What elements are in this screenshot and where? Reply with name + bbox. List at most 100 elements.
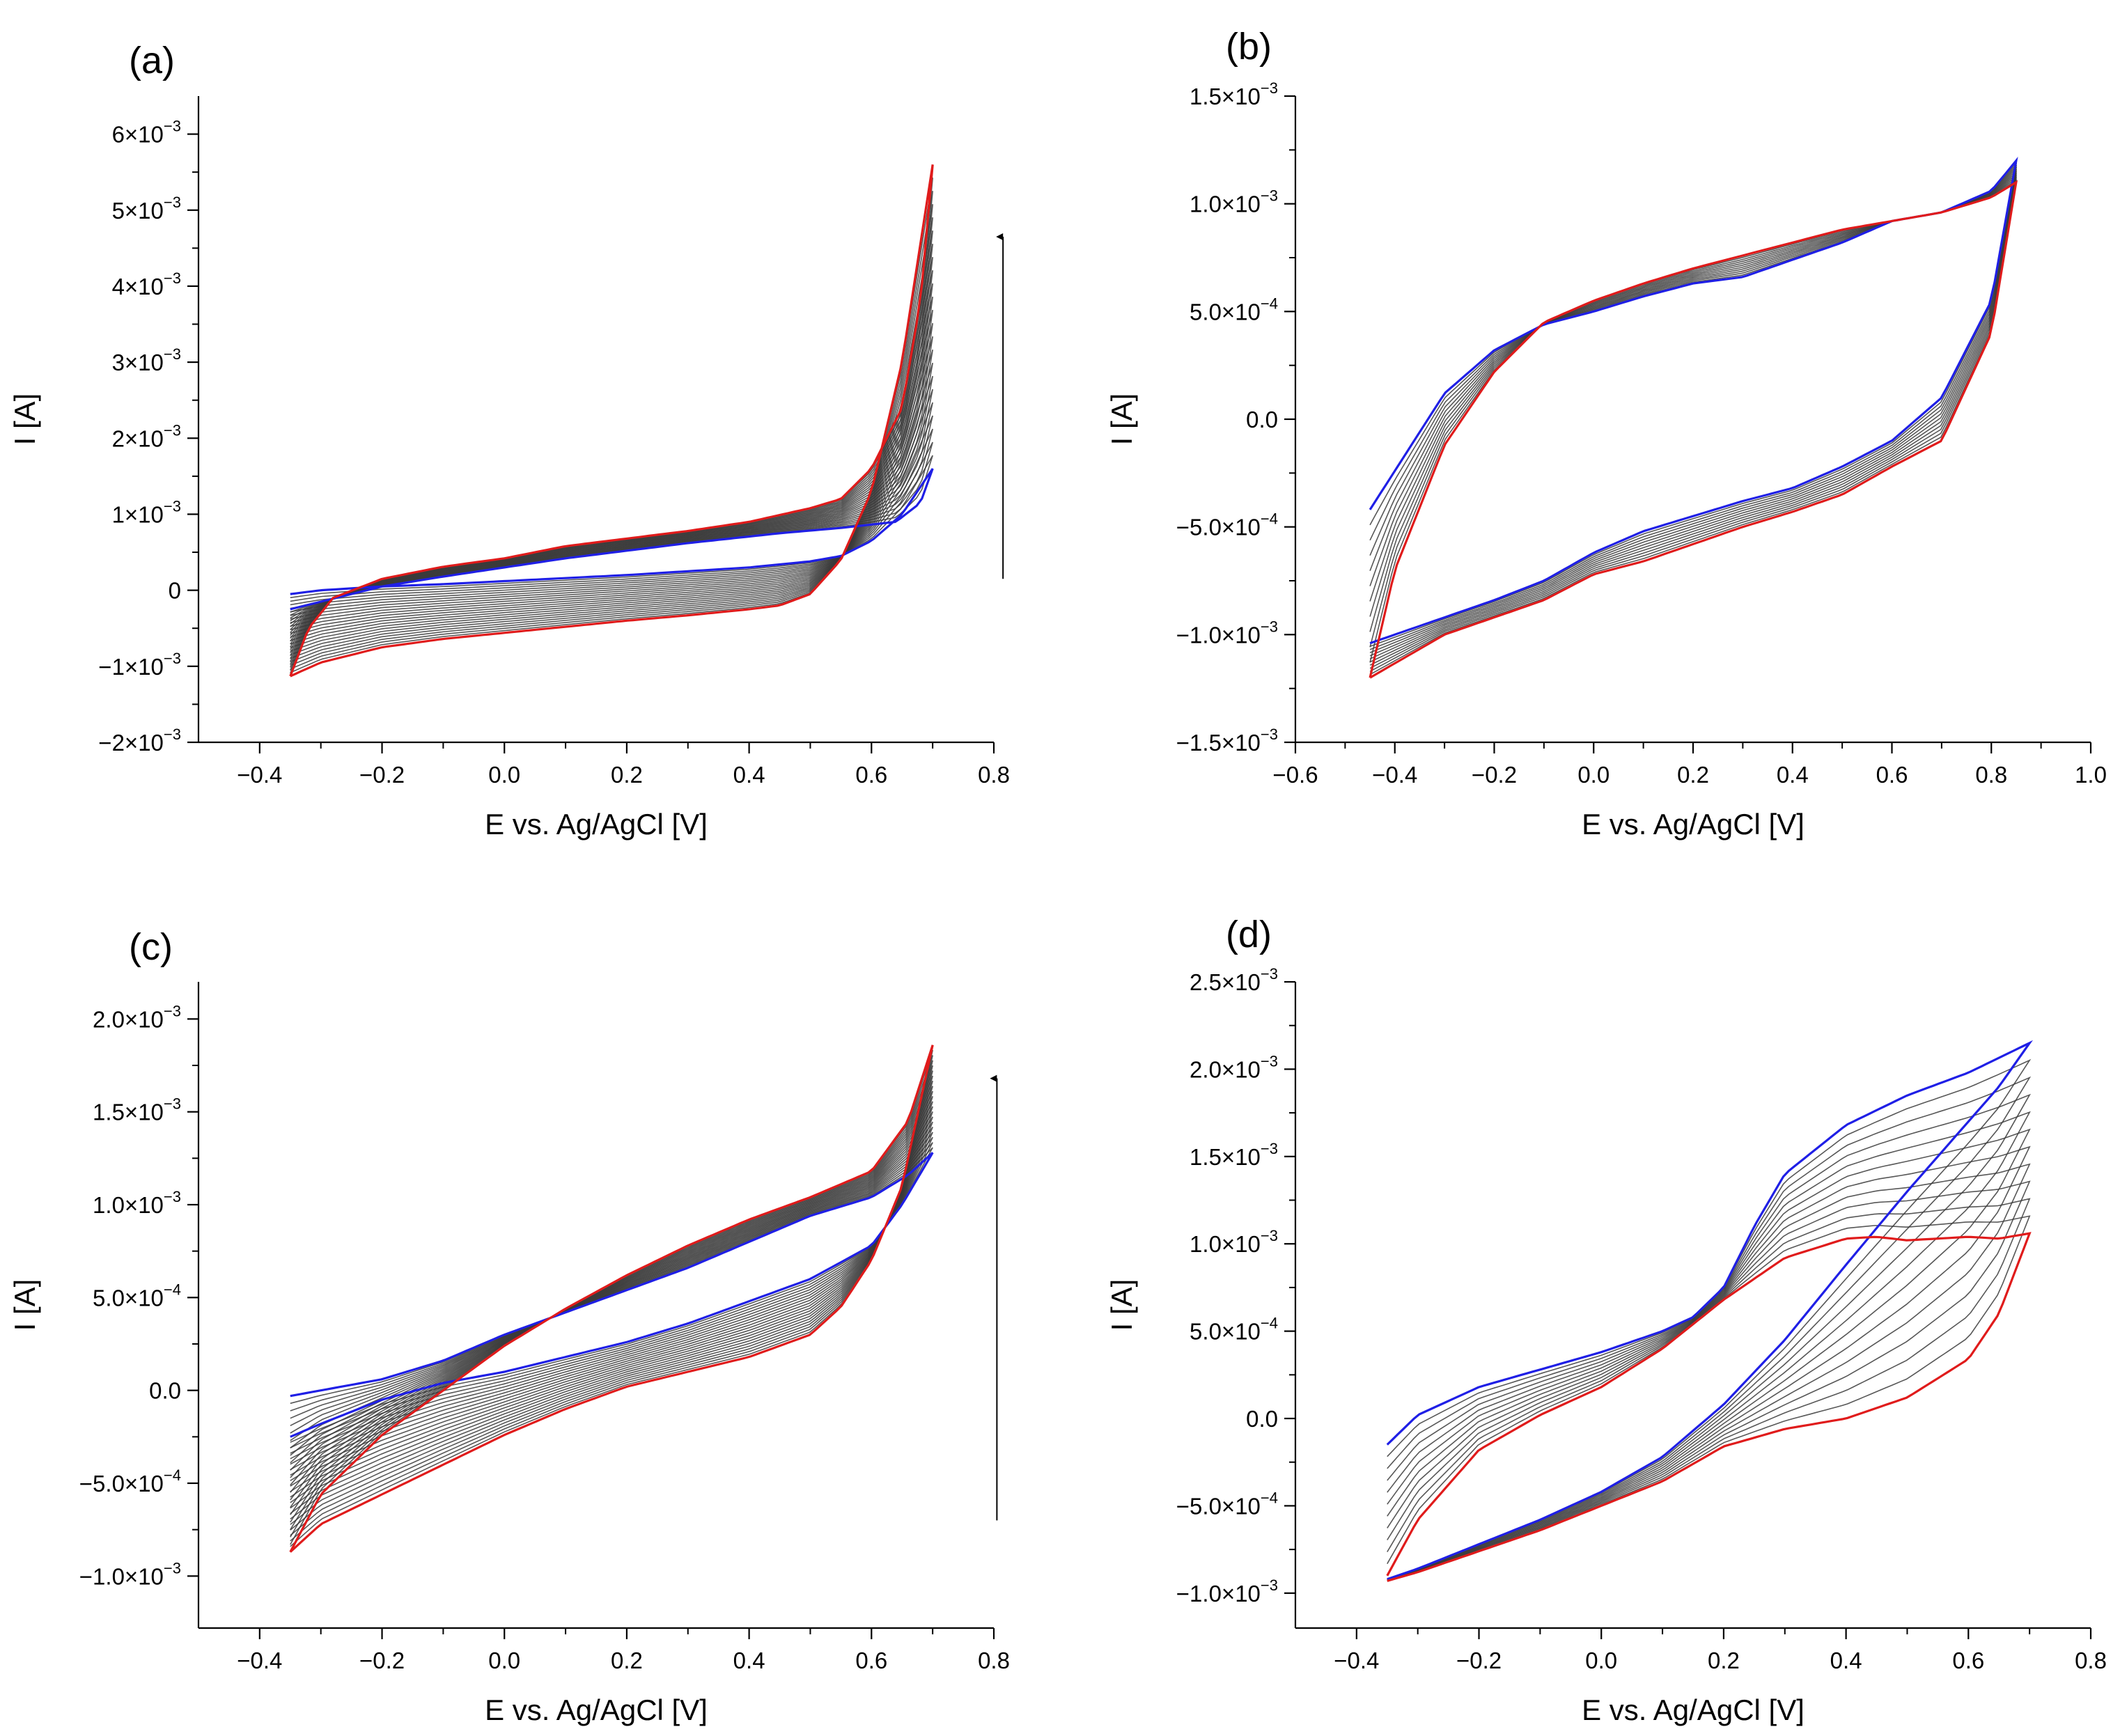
panel-d-x-tick-label: 0.2 [1708,1648,1740,1673]
panel-d-label: (d) [1226,914,1272,955]
chart-panel-b: (b) −0.6 −0.4 −0.2 0.0 0.2 0.4 0.6 0.8 1.0 −1.5×10… [1105,26,2107,840]
panel-b-cycle-7 [1369,171,2018,663]
panel-b-y-tick-label: −1.0×10−3 [1176,618,1278,648]
panel-a-x-tick-label: −0.4 [237,762,282,788]
chart-panel-a: (a) −0.4 −0.2 0.0 0.2 0.4 0.6 0.8 −2×10−3 −1×10−3… [8,40,1010,840]
panel-b-cycle-11 [1369,179,2017,675]
panel-a-first-cycle [290,468,934,611]
panel-d-axes: −0.4 −0.2 0.0 0.2 0.4 0.6 0.8 −1.0×10−3 −5.0×10−… [1176,965,2107,1673]
panel-a-y-tick-label: 3×10−3 [112,345,181,375]
panel-a-cycle-15 [290,283,933,650]
panel-c-x-tick-label: 0.0 [488,1648,520,1673]
panel-d-x-tick-label: −0.2 [1456,1648,1502,1673]
panel-b-first-cycle [1369,157,2018,645]
panel-a-cycle-6 [290,402,933,625]
panel-b-x-tick-label: 0.8 [1975,762,2007,788]
panel-c-y-axis-title: I [A] [8,1279,41,1331]
panel-a-y-axis-title: I [A] [8,393,41,446]
panel-b-y-axis-title: I [A] [1105,393,1138,446]
panel-c-x-tick-label: 0.8 [978,1648,1010,1673]
panel-a-cycle-10 [290,349,933,636]
panel-d-y-tick-label: 1.5×10−3 [1190,1140,1278,1170]
panel-c-y-tick-label: 1.5×10−3 [93,1095,181,1125]
panel-a-y-tick-label: −2×10−3 [98,726,181,756]
panel-d-y-tick-label: −1.0×10−3 [1176,1577,1278,1606]
panel-d-y-tick-label: 0.0 [1246,1406,1278,1432]
panel-a-cycle-2 [290,455,933,613]
panel-c-last-cycle [289,1045,934,1553]
panel-d-last-cycle [1386,1232,2032,1582]
panel-c-curves [289,1045,934,1553]
panel-b-cycle-4 [1369,164,2018,653]
panel-a-x-tick-label: 0.2 [611,762,643,788]
panel-b-x-tick-label: −0.2 [1472,762,1517,788]
panel-b-y-tick-label: 5.0×10−4 [1190,295,1278,324]
panel-b-cycle-8 [1369,173,2018,666]
panel-c-y-tick-label: 5.0×10−4 [93,1281,181,1311]
panel-a-cycle-11 [290,336,933,639]
panel-b-x-tick-label: −0.4 [1372,762,1417,788]
panel-a-last-cycle [289,164,934,678]
panel-b-x-tick-label: 0.4 [1777,762,1809,788]
panel-a-y-tick-label: 0 [169,578,181,604]
panel-b-y-tick-label: 1.0×10−3 [1190,187,1278,217]
panel-d-x-tick-label: 0.0 [1585,1648,1617,1673]
panel-a-cycle-9 [290,362,933,633]
panel-d-x-axis-title: E vs. Ag/AgCl [V] [1582,1694,1805,1726]
panel-a-x-tick-label: 0.4 [733,762,765,788]
panel-b-x-tick-label: 1.0 [2075,762,2107,788]
panel-a-axes: −0.4 −0.2 0.0 0.2 0.4 0.6 0.8 −2×10−3 −1×10−3 0 1×… [98,96,1010,788]
panel-b-cycle-9 [1369,175,2018,669]
panel-b-x-tick-label: −0.6 [1272,762,1318,788]
panel-a-y-tick-label: −1×10−3 [98,650,181,680]
panel-a-x-tick-label: 0.6 [855,762,887,788]
panel-d-y-tick-label: 2.0×10−3 [1190,1052,1278,1082]
panel-d-x-tick-label: 0.6 [1952,1648,1984,1673]
panel-c-x-tick-label: 0.4 [733,1648,765,1673]
panel-b-last-cycle [1369,180,2018,679]
panel-d-cycle-3 [1387,1076,2032,1580]
panel-d-cycle-2 [1387,1058,2032,1580]
panel-a-x-tick-label: 0.0 [488,762,520,788]
panel-b-label: (b) [1226,26,1272,68]
chart-panel-d: (d) −0.4 −0.2 0.0 0.2 0.4 0.6 0.8 −1.0×10−3 −5.0×… [1105,914,2107,1726]
panel-c-y-tick-label: 1.0×10−3 [93,1188,181,1218]
panel-b-y-tick-label: −1.5×10−3 [1176,726,1278,756]
panel-b-x-axis-title: E vs. Ag/AgCl [V] [1582,808,1805,840]
panel-b-cycle-3 [1369,162,2018,650]
panel-c-x-tick-label: 0.2 [611,1648,643,1673]
panel-a-curves [289,164,934,678]
panel-a-x-axis-title: E vs. Ag/AgCl [V] [485,808,708,840]
panel-a-y-tick-label: 1×10−3 [112,497,181,527]
panel-d-cycle-4 [1387,1093,2032,1581]
panel-b-x-tick-label: 0.6 [1876,762,1908,788]
panel-d-cycle-7 [1387,1145,2031,1581]
panel-c-y-tick-label: −5.0×10−4 [79,1467,181,1496]
panel-d-x-tick-label: 0.4 [1830,1648,1862,1673]
panel-d-first-cycle [1386,1040,2034,1581]
panel-b-cycle-6 [1369,169,2018,659]
panel-b-curves [1369,157,2018,679]
panel-d-x-tick-label: −0.4 [1334,1648,1379,1673]
panel-d-y-tick-label: 5.0×10−4 [1190,1315,1278,1345]
panel-d-cycle-8 [1387,1163,2031,1581]
panel-d-cycle-5 [1387,1111,2031,1581]
panel-b-axes: −0.6 −0.4 −0.2 0.0 0.2 0.4 0.6 0.8 1.0 −1.5×10−3 −… [1176,79,2107,788]
panel-d-x-tick-label: 0.8 [2075,1648,2107,1673]
panel-d-y-tick-label: 1.0×10−3 [1190,1227,1278,1257]
panel-d-y-tick-label: −5.0×10−4 [1176,1489,1278,1519]
panel-c-x-tick-label: −0.2 [359,1648,405,1673]
panel-b-x-tick-label: 0.2 [1677,762,1709,788]
panel-d-y-tick-label: 2.5×10−3 [1190,965,1278,995]
panel-d-y-axis-title: I [A] [1105,1279,1138,1331]
panel-c-axes: −0.4 −0.2 0.0 0.2 0.4 0.6 0.8 −1.0×10−3 −5.0×10−… [79,982,1010,1673]
panel-b-x-tick-label: 0.0 [1577,762,1610,788]
panel-c-y-tick-label: 2.0×10−3 [93,1002,181,1032]
panel-a-x-tick-label: −0.2 [359,762,405,788]
panel-d-cycle-11 [1387,1215,2031,1581]
chart-panel-c: (c) −0.4 −0.2 0.0 0.2 0.4 0.6 0.8 −1.0×10−3 −5.0×… [8,926,1010,1726]
panel-a-y-tick-label: 4×10−3 [112,269,181,299]
panel-d-cycle-9 [1387,1180,2031,1581]
panel-c-y-tick-label: −1.0×10−3 [79,1559,181,1589]
